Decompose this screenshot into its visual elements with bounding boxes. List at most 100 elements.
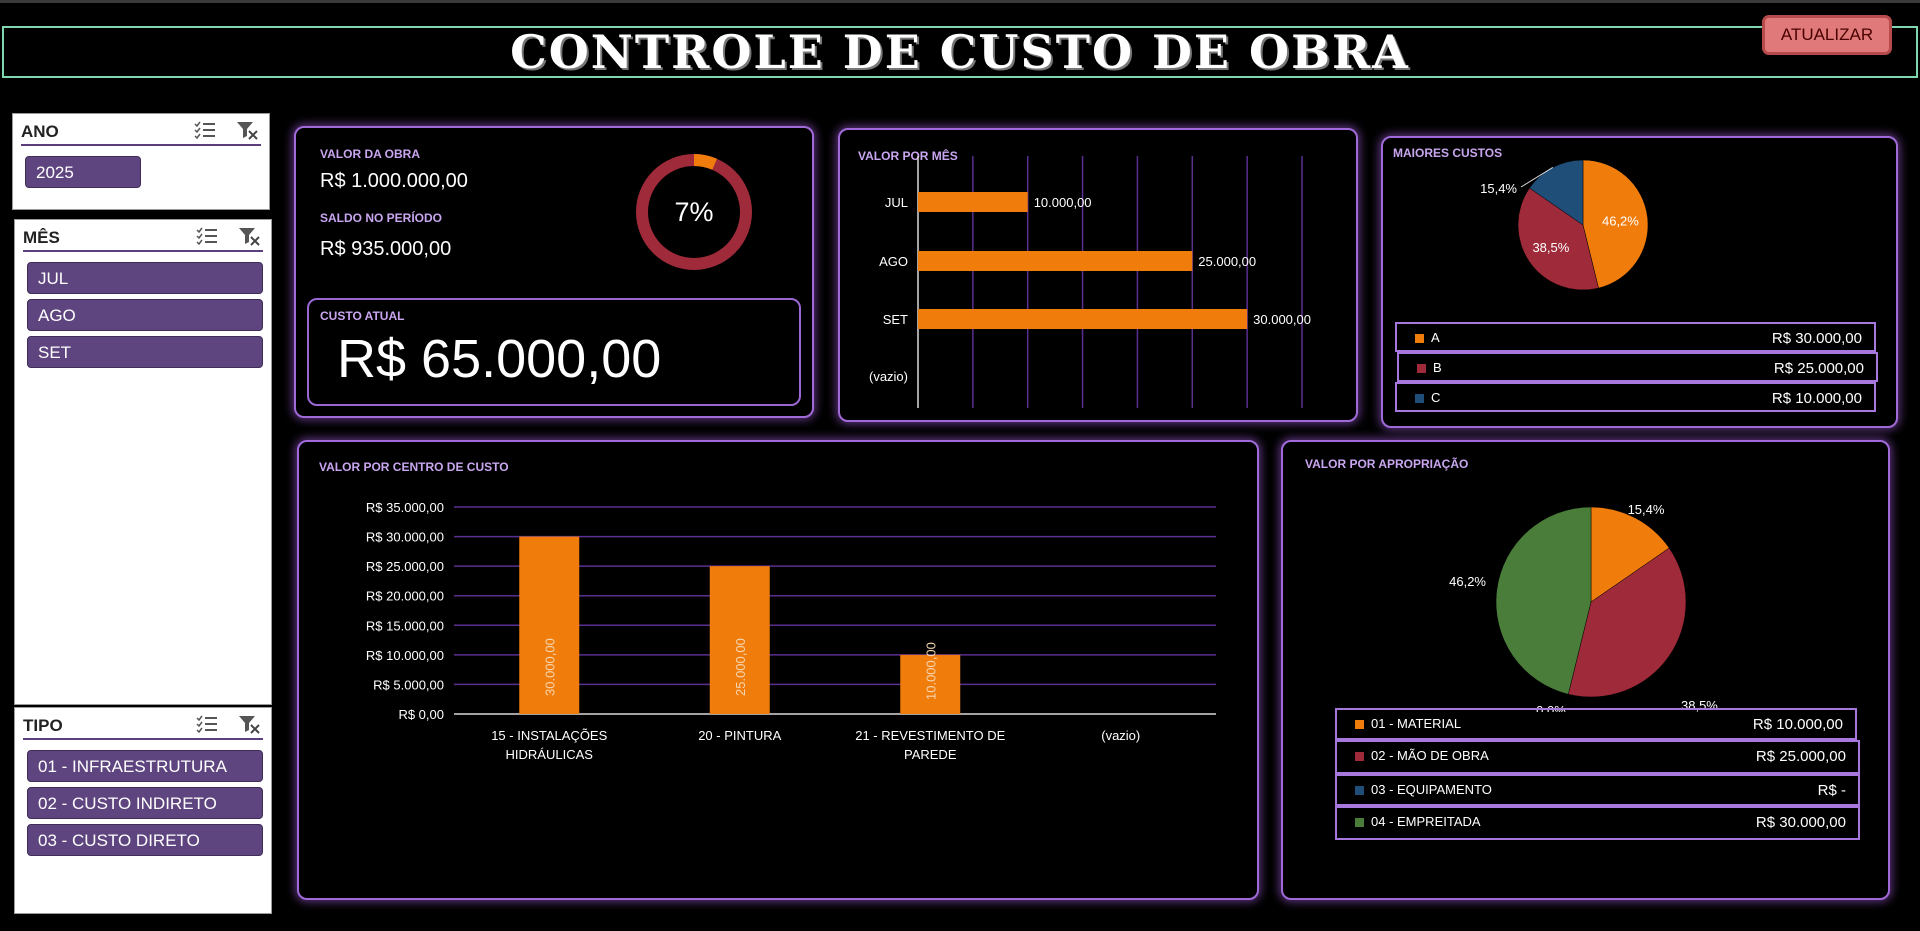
x-tick-label: PAREDE: [904, 747, 957, 762]
legend-swatch: [1415, 334, 1424, 343]
pie-slice: [1582, 159, 1649, 289]
legend-label: A: [1431, 330, 1440, 345]
legend-row: C R$ 10.000,00: [1395, 382, 1876, 412]
slicer-item-set[interactable]: SET: [27, 336, 263, 368]
maiores-custos-chart: 46,2% 38,5% 15,4%: [1480, 159, 1649, 291]
legend-label: C: [1431, 390, 1441, 405]
legend-value: R$ 10.000,00: [1752, 716, 1843, 733]
multi-select-icon[interactable]: [195, 226, 219, 246]
category-label: AGO: [879, 254, 908, 269]
legend-value: R$ 30.000,00: [1771, 330, 1862, 347]
slicer-ano: ANO 2025: [12, 113, 270, 210]
slicer-item-jul[interactable]: JUL: [27, 262, 263, 294]
slicer-tipo: TIPO 01 - INFRAESTRUTURA 02 - CUSTO INDI…: [14, 707, 272, 914]
y-tick-label: R$ 10.000,00: [366, 648, 444, 663]
clear-filter-icon[interactable]: [235, 120, 259, 140]
legend-label: 04 - EMPREITADA: [1371, 814, 1481, 829]
pie-slice: [1495, 506, 1592, 695]
slicer-header: MÊS: [23, 220, 263, 252]
legend-value: R$ 25.000,00: [1755, 748, 1846, 765]
apropriacao-panel: VALOR POR APROPRIAÇÃO 15,4% 38,5% 0,0% 46,2…: [1281, 440, 1890, 900]
data-label: 15,4%: [1480, 181, 1517, 196]
legend-label: 03 - EQUIPAMENTO: [1371, 782, 1492, 797]
maiores-custos-panel: MAIORES CUSTOS 46,2% 38,5% 15,4% A R$ 30.0…: [1381, 136, 1898, 428]
x-tick-label: HIDRÁULICAS: [506, 747, 594, 762]
chart-title: VALOR POR APROPRIAÇÃO: [1305, 457, 1469, 471]
x-tick-label: 20 - PINTURA: [698, 728, 781, 743]
pie-slice: [1590, 506, 1670, 603]
y-tick-label: R$ 0,00: [398, 707, 444, 722]
bar: [918, 251, 1193, 271]
slicer-item-infraestrutura[interactable]: 01 - INFRAESTRUTURA: [27, 750, 263, 782]
legend-row: B R$ 25.000,00: [1397, 352, 1878, 382]
saldo-label: SALDO NO PERÍODO: [320, 211, 443, 225]
bar: [519, 536, 580, 714]
saldo-value: R$ 935.000,00: [320, 238, 452, 260]
slicer-item-ago[interactable]: AGO: [27, 299, 263, 331]
clear-filter-icon[interactable]: [237, 714, 261, 734]
pie-slice: [1567, 547, 1687, 698]
chart-title: VALOR POR CENTRO DE CUSTO: [319, 460, 509, 474]
update-button[interactable]: ATUALIZAR: [1762, 15, 1892, 55]
slicer-mes: MÊS JUL AGO SET: [14, 219, 272, 705]
legend-label: B: [1433, 360, 1442, 375]
title-bar: [2, 26, 1918, 78]
data-label: 30.000,00: [1253, 312, 1311, 327]
data-label: 46,2%: [1602, 213, 1639, 228]
data-label: 10.000,00: [923, 642, 938, 700]
y-tick-label: R$ 30.000,00: [366, 530, 444, 545]
slicer-item-custo-indireto[interactable]: 02 - CUSTO INDIRETO: [27, 787, 263, 819]
x-tick-label: (vazio): [1101, 728, 1140, 743]
custo-atual-label: CUSTO ATUAL: [320, 309, 405, 323]
multi-select-icon[interactable]: [193, 120, 217, 140]
category-label: SET: [883, 312, 908, 327]
slicer-title: MÊS: [23, 228, 60, 247]
legend-row: 04 - EMPREITADA R$ 30.000,00: [1335, 806, 1860, 840]
valor-por-mes-panel: VALOR POR MÊS JUL 10.000,00 AGO 25.000,00 SE…: [838, 128, 1358, 422]
bar: [709, 566, 770, 714]
legend-row: 01 - MATERIAL R$ 10.000,00: [1335, 708, 1857, 740]
custo-atual-box: CUSTO ATUAL R$ 65.000,00: [307, 298, 801, 406]
multi-select-icon[interactable]: [195, 714, 219, 734]
data-label: 10.000,00: [1034, 195, 1092, 210]
apropriacao-chart: 15,4%38,5%0,0%46,2%: [1449, 502, 1718, 712]
slicer-item-custo-direto[interactable]: 03 - CUSTO DIRETO: [27, 824, 263, 856]
legend-swatch: [1355, 818, 1364, 827]
y-tick-label: R$ 15.000,00: [366, 618, 444, 633]
valor-obra-value: R$ 1.000.000,00: [320, 170, 468, 192]
bar: [918, 192, 1028, 212]
data-label: 25.000,00: [1198, 254, 1256, 269]
chart-title: VALOR POR MÊS: [858, 149, 958, 163]
legend-swatch: [1355, 786, 1364, 795]
valor-por-mes-chart: JUL 10.000,00 AGO 25.000,00 SET 30.000,00 (vaz…: [869, 156, 1311, 408]
data-label: 30.000,00: [542, 638, 557, 696]
data-label: 15,4%: [1628, 502, 1665, 517]
bar: [900, 654, 961, 714]
legend-swatch: [1415, 394, 1424, 403]
clear-filter-icon[interactable]: [237, 226, 261, 246]
slicer-header: TIPO: [23, 708, 263, 740]
pie-slice: [1517, 187, 1599, 291]
data-label: 0,0%: [1536, 703, 1566, 712]
custo-atual-value: R$ 65.000,00: [337, 329, 662, 389]
percent-label: 7%: [674, 197, 713, 227]
y-tick-label: R$ 20.000,00: [366, 589, 444, 604]
data-label: 38,5%: [1532, 240, 1569, 255]
legend-swatch: [1355, 752, 1364, 761]
centro-custo-chart: R$ 0,00 R$ 5.000,00 R$ 10.000,00 R$ 15.000,…: [366, 500, 1216, 762]
leader-line: [1520, 167, 1554, 188]
legend-row: 02 - MÃO DE OBRA R$ 25.000,00: [1335, 740, 1860, 774]
legend-value: R$ 25.000,00: [1773, 360, 1864, 377]
page-title: CONTROLE DE CUSTO DE OBRA: [510, 25, 1410, 79]
summary-panel: VALOR DA OBRA R$ 1.000.000,00 SALDO NO P…: [294, 126, 814, 418]
category-label: (vazio): [869, 369, 908, 384]
legend-row: A R$ 30.000,00: [1395, 322, 1876, 352]
y-tick-label: R$ 25.000,00: [366, 559, 444, 574]
legend-row: 03 - EQUIPAMENTO R$ -: [1335, 774, 1860, 806]
data-label: 25.000,00: [733, 638, 748, 696]
slicer-item-2025[interactable]: 2025: [25, 156, 141, 188]
slicer-title: TIPO: [23, 716, 63, 735]
y-tick-label: R$ 35.000,00: [366, 500, 444, 515]
legend-label: 02 - MÃO DE OBRA: [1371, 748, 1489, 763]
centro-custo-panel: VALOR POR CENTRO DE CUSTO R$ 0,00 R$ 5.00…: [297, 440, 1259, 900]
